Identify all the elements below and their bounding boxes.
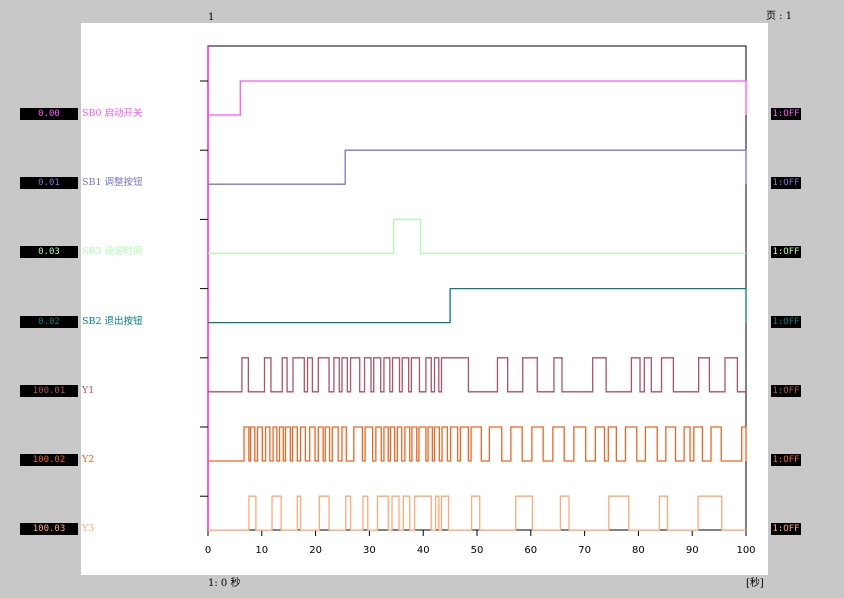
signal-state: 1:OFF xyxy=(771,523,801,536)
signal-address: 0.01 xyxy=(20,177,78,190)
x-tick-label: 100 xyxy=(736,545,755,556)
signal-trace xyxy=(208,149,747,185)
x-tick-label: 30 xyxy=(363,545,376,556)
signal-name: SB2 退出按钮 xyxy=(82,315,143,327)
signal-traces xyxy=(208,80,747,531)
x-tick-label: 50 xyxy=(471,545,484,556)
signal-address: 100.01 xyxy=(20,384,78,397)
x-tick-label: 90 xyxy=(686,545,699,556)
signal-name: SB3 设定时间 xyxy=(82,246,143,258)
axis-unit-label: [秒] xyxy=(746,578,764,589)
signal-trace xyxy=(208,357,746,393)
x-tick-label: 60 xyxy=(524,545,537,556)
x-tick-label: 20 xyxy=(309,545,322,556)
signal-trace xyxy=(208,426,747,462)
signal-address: 0.00 xyxy=(20,108,78,120)
signal-trace xyxy=(208,218,746,255)
signal-address: 100.03 xyxy=(20,523,78,536)
signal-address: 0.02 xyxy=(20,315,78,328)
signal-name: Y3 xyxy=(82,523,95,535)
signal-trace xyxy=(208,80,747,116)
signal-address: 0.03 xyxy=(20,246,78,259)
x-axis-ticks: 0 10 20 30 40 50 60 70 80 90 100 xyxy=(200,80,756,556)
x-tick-label: 10 xyxy=(255,545,268,556)
signal-name: SB1 调整按钮 xyxy=(82,177,143,189)
signal-state: 1:OFF xyxy=(771,315,801,328)
signal-name: Y1 xyxy=(82,384,95,396)
signal-state: 1:OFF xyxy=(771,384,801,397)
signal-state: 1:OFF xyxy=(771,454,801,466)
x-tick-label: 80 xyxy=(632,545,645,556)
signal-trace xyxy=(208,287,747,324)
signal-state: 1:OFF xyxy=(771,108,801,120)
signal-address: 100.02 xyxy=(20,454,78,466)
signal-name: Y2 xyxy=(82,454,95,465)
page-number-label: 页 : 1 xyxy=(766,11,793,22)
x-tick-label: 70 xyxy=(578,545,591,556)
signal-trace xyxy=(208,495,746,531)
signal-name: SB0 启动开关 xyxy=(82,108,143,119)
signal-state: 1:OFF xyxy=(771,246,801,259)
top-mark-label: 1 xyxy=(208,12,215,23)
paper-sheet xyxy=(81,23,768,575)
signal-state: 1:OFF xyxy=(771,177,801,190)
x-tick-label: 40 xyxy=(417,545,430,556)
x-tick-label: 0 xyxy=(205,545,211,556)
time-unit-label: 1: 0 秒 xyxy=(208,578,241,589)
